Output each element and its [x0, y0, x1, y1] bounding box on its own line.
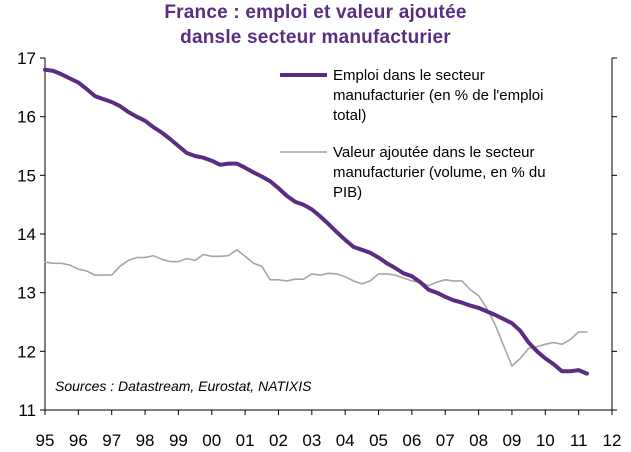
x-tick-label: 03 [302, 431, 321, 450]
legend-label-1: PIB) [333, 184, 362, 201]
y-tick-label: 13 [17, 284, 36, 303]
legend-label-0: Emploi dans le secteur [333, 67, 485, 84]
x-tick-label: 10 [536, 431, 555, 450]
source-note: Sources : Datastream, Eurostat, NATIXIS [55, 378, 312, 394]
chart-title-line2: dansle secteur manufacturier [180, 27, 451, 48]
x-tick-label: 99 [169, 431, 188, 450]
x-tick-label: 09 [502, 431, 521, 450]
y-tick-label: 17 [17, 49, 36, 68]
x-tick-label: 08 [469, 431, 488, 450]
y-axis-ticks: 11 12 13 14 15 16 17 [17, 49, 617, 420]
legend-label-0: total) [333, 107, 366, 124]
y-tick-label: 16 [17, 108, 36, 127]
legend-label-0: manufacturier (en % de l'emploi [333, 87, 543, 104]
x-tick-label: 95 [36, 431, 55, 450]
series-line-0 [43, 67, 589, 376]
x-tick-label: 04 [336, 431, 355, 450]
series-lines [43, 67, 589, 376]
x-tick-label: 98 [136, 431, 155, 450]
x-tick-label: 12 [603, 431, 622, 450]
x-axis-ticks: 95 96 97 98 99 00 01 02 03 04 05 06 07 08 09 10 11 12 [36, 410, 622, 450]
x-tick-label: 00 [202, 431, 221, 450]
x-tick-label: 02 [269, 431, 288, 450]
y-tick-label: 14 [17, 225, 36, 244]
x-tick-label: 05 [369, 431, 388, 450]
x-tick-label: 97 [102, 431, 121, 450]
y-tick-label: 15 [17, 166, 36, 185]
legend: Emploi dans le secteur manufacturier (en … [280, 67, 546, 201]
series-line-1 [44, 249, 588, 367]
x-tick-label: 07 [436, 431, 455, 450]
x-tick-label: 11 [570, 431, 588, 450]
x-tick-label: 06 [402, 431, 421, 450]
legend-label-1: Valeur ajoutée dans le secteur [333, 144, 535, 161]
x-tick-label: 01 [236, 431, 255, 450]
y-tick-label: 12 [17, 342, 36, 361]
y-tick-label: 11 [18, 401, 36, 420]
chart-title-line1: France : emploi et valeur ajoutée [164, 2, 467, 23]
x-tick-label: 96 [69, 431, 88, 450]
legend-label-1: manufacturier (volume, en % du [333, 164, 546, 181]
